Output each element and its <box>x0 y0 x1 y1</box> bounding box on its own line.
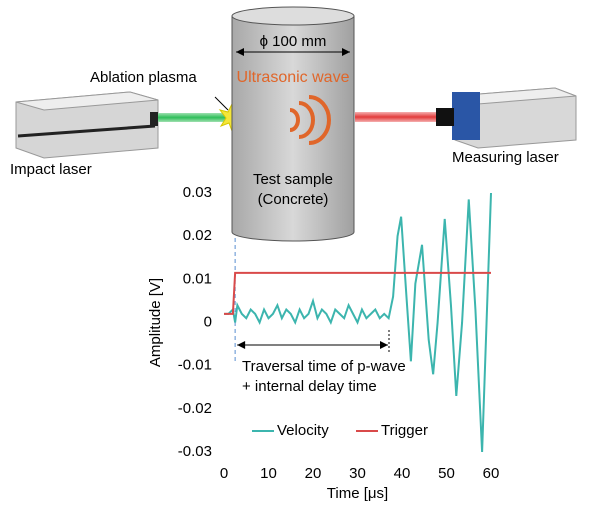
y-tick-label: 0.02 <box>183 227 212 244</box>
annotation: + internal delay time <box>242 378 377 395</box>
y-tick-label: 0 <box>204 313 212 330</box>
plasma-label: Ablation plasma <box>90 69 197 86</box>
impact-laser <box>15 91 159 159</box>
sample-label: Test sample <box>253 171 333 188</box>
x-tick-label: 0 <box>220 465 228 482</box>
arrow-head <box>237 341 246 349</box>
x-tick-label: 30 <box>349 465 366 482</box>
series-line <box>224 271 491 315</box>
y-tick-label: 0.03 <box>183 184 212 201</box>
x-tick-label: 50 <box>438 465 455 482</box>
measuring-laser <box>436 87 577 149</box>
y-tick-label: -0.03 <box>178 443 212 460</box>
wave-label: Ultrasonic wave <box>237 69 350 86</box>
impact-label: Impact laser <box>10 161 92 178</box>
y-tick-label: 0.01 <box>183 270 212 287</box>
legend-label: Velocity <box>277 422 329 439</box>
plasma-pointer <box>214 96 229 111</box>
cylinder-width: ϕ 100 mm <box>260 33 327 50</box>
arrow-head <box>380 341 388 349</box>
x-tick-label: 40 <box>394 465 411 482</box>
y-tick-label: -0.01 <box>178 357 212 374</box>
sample-label: (Concrete) <box>258 191 329 208</box>
measuring-label: Measuring laser <box>452 149 559 166</box>
x-tick-label: 60 <box>483 465 500 482</box>
chart: -0.03 -0.02 -0.01 0 0.01 0.02 0.03 0 10 20 30 40 50 6… <box>147 184 499 502</box>
x-tick-label: 20 <box>305 465 322 482</box>
x-tick-label: 10 <box>260 465 277 482</box>
measuring-beam <box>355 112 440 122</box>
y-axis-label: Amplitude [V] <box>147 278 164 367</box>
x-axis-label: Time [μs] <box>327 485 388 502</box>
y-tick-label: -0.02 <box>178 400 212 417</box>
cylinder <box>231 6 355 242</box>
impact-beam <box>158 113 230 122</box>
legend-label: Trigger <box>381 422 428 439</box>
annotation: Traversal time of p-wave <box>242 358 406 375</box>
series-line <box>224 192 492 453</box>
